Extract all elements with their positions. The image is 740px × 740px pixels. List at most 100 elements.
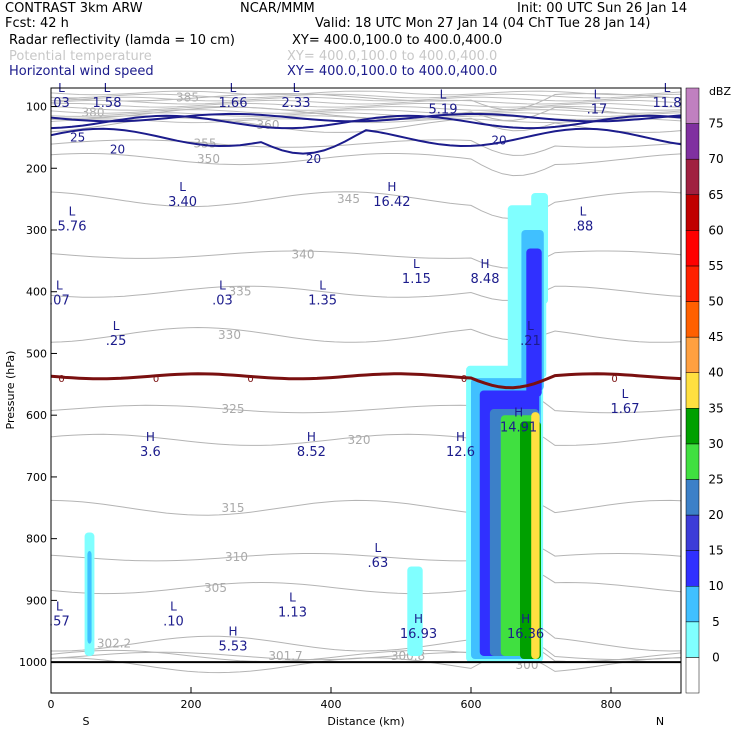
- zero-label: 0: [461, 374, 467, 385]
- theta-label: 335: [229, 285, 252, 299]
- colorbar-label: 10: [708, 579, 723, 593]
- theta-contour: [50, 496, 682, 516]
- y-axis-label: Pressure (hPa): [4, 351, 17, 430]
- colorbar-swatch: [685, 657, 700, 694]
- field3-label: Horizontal wind speed: [9, 64, 154, 79]
- theta-contour: [50, 93, 682, 111]
- extremum-value: .25: [106, 334, 127, 349]
- extremum-value: 5.19: [429, 102, 458, 117]
- extremum-type: H: [146, 430, 155, 444]
- y-tick-label: 500: [26, 347, 47, 360]
- theta-contour: [50, 109, 682, 114]
- field2-xy: XY= 400.0,100.0 to 400.0,400.0: [287, 49, 498, 64]
- zero-contour: [50, 372, 682, 390]
- extremum-type: L: [580, 205, 587, 219]
- theta-contour: [50, 540, 682, 562]
- extremum-type: L: [219, 279, 226, 293]
- colorbar-swatch: [685, 443, 700, 480]
- south-label: S: [83, 715, 90, 728]
- theta-label: 320: [348, 433, 371, 447]
- extremum-value: .10: [163, 615, 184, 630]
- theta-contour: [50, 153, 682, 177]
- extremum-type: H: [414, 612, 423, 626]
- extremum-value: 03: [53, 96, 70, 111]
- colorbar-label: 40: [708, 366, 723, 380]
- theta-contour: [50, 653, 682, 674]
- theta-label: 302.2: [97, 637, 131, 651]
- reflectivity-layer: [526, 248, 542, 397]
- theta-contour: [50, 250, 682, 269]
- x-tick-label: 400: [321, 698, 342, 711]
- plot-frame: [50, 87, 682, 694]
- extremum-value: 12.6: [446, 445, 475, 460]
- field1-xy: XY= 400.0,100.0 to 400.0,400.0: [292, 33, 503, 48]
- colorbar-label: 65: [708, 188, 723, 202]
- model-name: CONTRAST 3km ARW: [5, 1, 143, 16]
- extremum-value: 16.42: [373, 195, 410, 210]
- theta-contour: [50, 96, 682, 102]
- extremum-type: L: [527, 319, 534, 333]
- theta-label: 315: [222, 501, 245, 515]
- x-tick-label: 200: [181, 698, 202, 711]
- theta-label: 325: [222, 402, 245, 416]
- colorbar-label: 35: [708, 401, 723, 415]
- extremum-type: L: [440, 87, 447, 101]
- extremum-value: 3.40: [168, 195, 197, 210]
- theta-contour: [50, 191, 682, 220]
- x-tick-label: 800: [601, 698, 622, 711]
- wind-label: 25: [70, 130, 85, 144]
- colorbar-swatch: [685, 408, 700, 445]
- extremum-value: 8.52: [297, 445, 326, 460]
- extremum-value: 1.35: [308, 294, 337, 309]
- zero-label: 0: [153, 374, 159, 385]
- extremum-type: L: [113, 319, 120, 333]
- wind-label: 20: [491, 133, 506, 147]
- theta-contour: [50, 93, 682, 99]
- reflectivity-core: [87, 551, 92, 644]
- extremum-type: L: [319, 279, 326, 293]
- colorbar-swatch: [685, 372, 700, 409]
- theta-label: 301.7: [268, 649, 302, 663]
- colorbar-label: 55: [708, 259, 723, 273]
- wind-contour: [50, 127, 682, 155]
- extremum-type: L: [594, 87, 601, 101]
- zero-label: 0: [247, 374, 253, 385]
- zero-label: 0: [58, 374, 64, 385]
- extremum-value: 5.76: [58, 220, 87, 235]
- colorbar-label: 50: [708, 295, 723, 309]
- wind-label: 20: [110, 143, 125, 157]
- extremum-value: 16.93: [400, 627, 437, 642]
- theta-contour: [50, 112, 682, 117]
- extremum-type: H: [480, 257, 489, 271]
- extremum-value: .21: [520, 334, 541, 349]
- y-tick-label: 900: [26, 594, 47, 607]
- colorbar-unit: dBZ: [709, 85, 732, 98]
- extremum-value: 1.66: [219, 96, 248, 111]
- colorbar-swatch: [685, 585, 700, 623]
- colorbar-swatch: [685, 230, 700, 267]
- wind-contour: [50, 112, 682, 123]
- theta-label: 350: [197, 152, 220, 166]
- extremum-type: H: [307, 430, 316, 444]
- extremum-type: L: [170, 600, 177, 614]
- theta-label: 360: [257, 118, 280, 132]
- field1-label: Radar reflectivity (lamda = 10 cm): [9, 33, 235, 48]
- colorbar-label: 45: [708, 330, 723, 344]
- reflectivity-cell: [407, 566, 423, 656]
- extremum-value: 14.91: [500, 420, 537, 435]
- extremum-value: .07: [49, 294, 70, 309]
- wind-label: 20: [306, 152, 321, 166]
- y-tick-label: 700: [26, 471, 47, 484]
- x-tick-label: 0: [48, 698, 55, 711]
- x-tick-label: 600: [461, 698, 482, 711]
- colorbar-swatch: [685, 123, 700, 160]
- colorbar-label: 25: [708, 472, 723, 486]
- wind-contour: [50, 114, 682, 130]
- field2-label: Potential temperature: [9, 49, 152, 64]
- extremum-value: 1.67: [611, 402, 640, 417]
- theta-label: 345: [337, 192, 360, 206]
- zero-label: 0: [611, 374, 617, 385]
- y-tick-label: 200: [26, 162, 47, 175]
- colorbar-swatch: [685, 194, 700, 231]
- colorbar-label: 5: [712, 615, 720, 629]
